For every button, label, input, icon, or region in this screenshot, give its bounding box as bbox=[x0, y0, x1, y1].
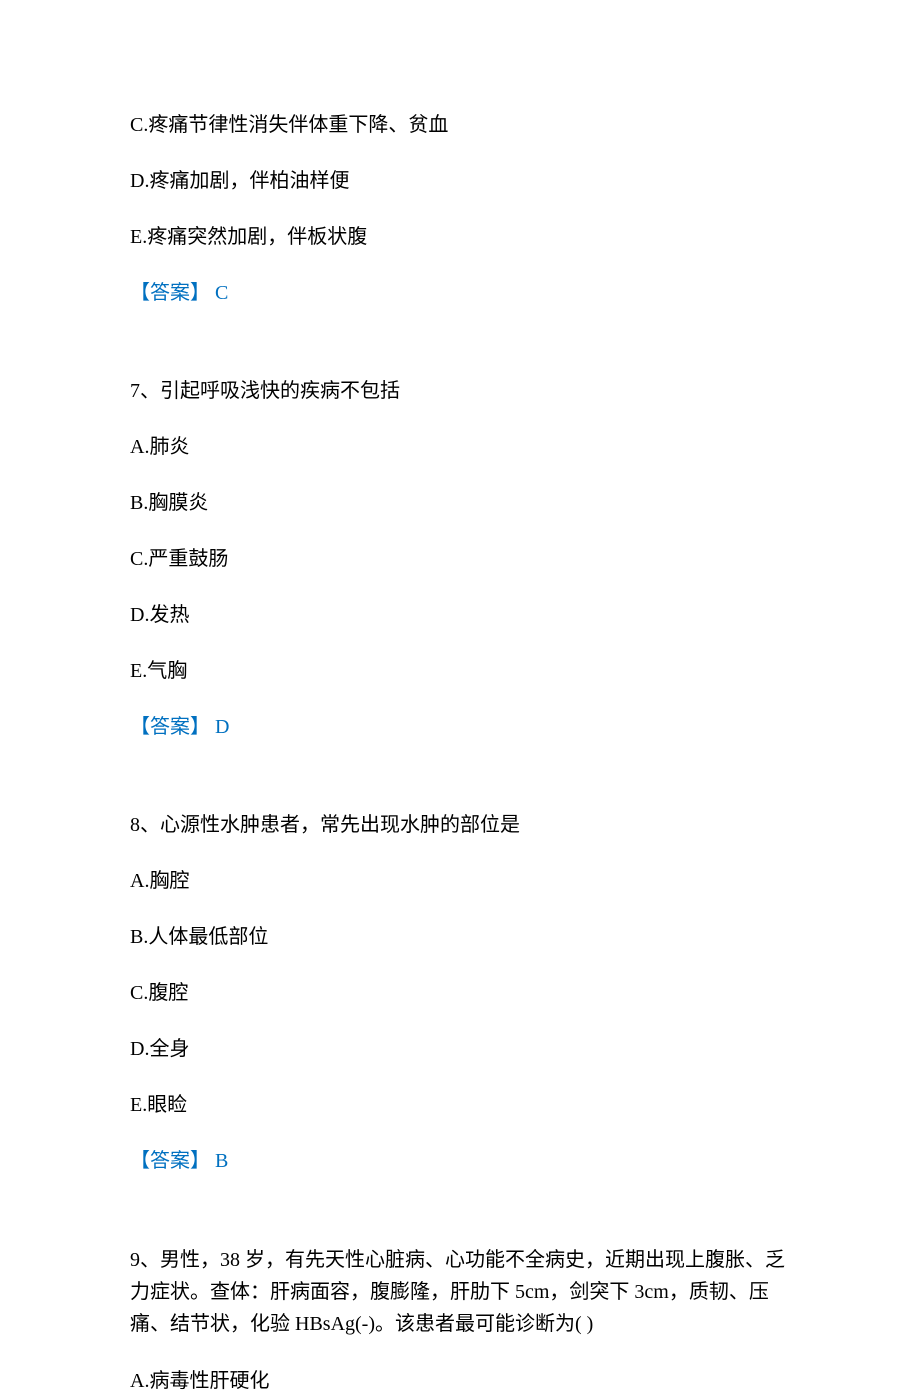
q9-option-a: A.病毒性肝硬化 bbox=[130, 1366, 790, 1396]
q8-option-e: E.眼睑 bbox=[130, 1090, 790, 1120]
q8-option-c: C.腹腔 bbox=[130, 978, 790, 1008]
q7-option-b: B.胸膜炎 bbox=[130, 488, 790, 518]
q8-option-d: D.全身 bbox=[130, 1034, 790, 1064]
q7-option-e: E.气胸 bbox=[130, 656, 790, 686]
q8-option-b: B.人体最低部位 bbox=[130, 922, 790, 952]
q7-stem: 7、引起呼吸浅快的疾病不包括 bbox=[130, 376, 790, 406]
q6-option-c: C.疼痛节律性消失伴体重下降、贫血 bbox=[130, 110, 790, 140]
q6-option-e: E.疼痛突然加剧，伴板状腹 bbox=[130, 222, 790, 252]
q6-answer: 【答案】 C bbox=[130, 278, 790, 308]
document-page: C.疼痛节律性消失伴体重下降、贫血 D.疼痛加剧，伴柏油样便 E.疼痛突然加剧，… bbox=[0, 0, 920, 1302]
q7-option-a: A.肺炎 bbox=[130, 432, 790, 462]
q7-option-d: D.发热 bbox=[130, 600, 790, 630]
q8-stem: 8、心源性水肿患者，常先出现水肿的部位是 bbox=[130, 810, 790, 840]
q7-answer: 【答案】 D bbox=[130, 712, 790, 742]
q9-stem: 9、男性，38 岁，有先天性心脏病、心功能不全病史，近期出现上腹胀、乏力症状。查… bbox=[130, 1244, 790, 1340]
q6-option-d: D.疼痛加剧，伴柏油样便 bbox=[130, 166, 790, 196]
q8-answer: 【答案】 B bbox=[130, 1146, 790, 1176]
q7-option-c: C.严重鼓肠 bbox=[130, 544, 790, 574]
q8-option-a: A.胸腔 bbox=[130, 866, 790, 896]
